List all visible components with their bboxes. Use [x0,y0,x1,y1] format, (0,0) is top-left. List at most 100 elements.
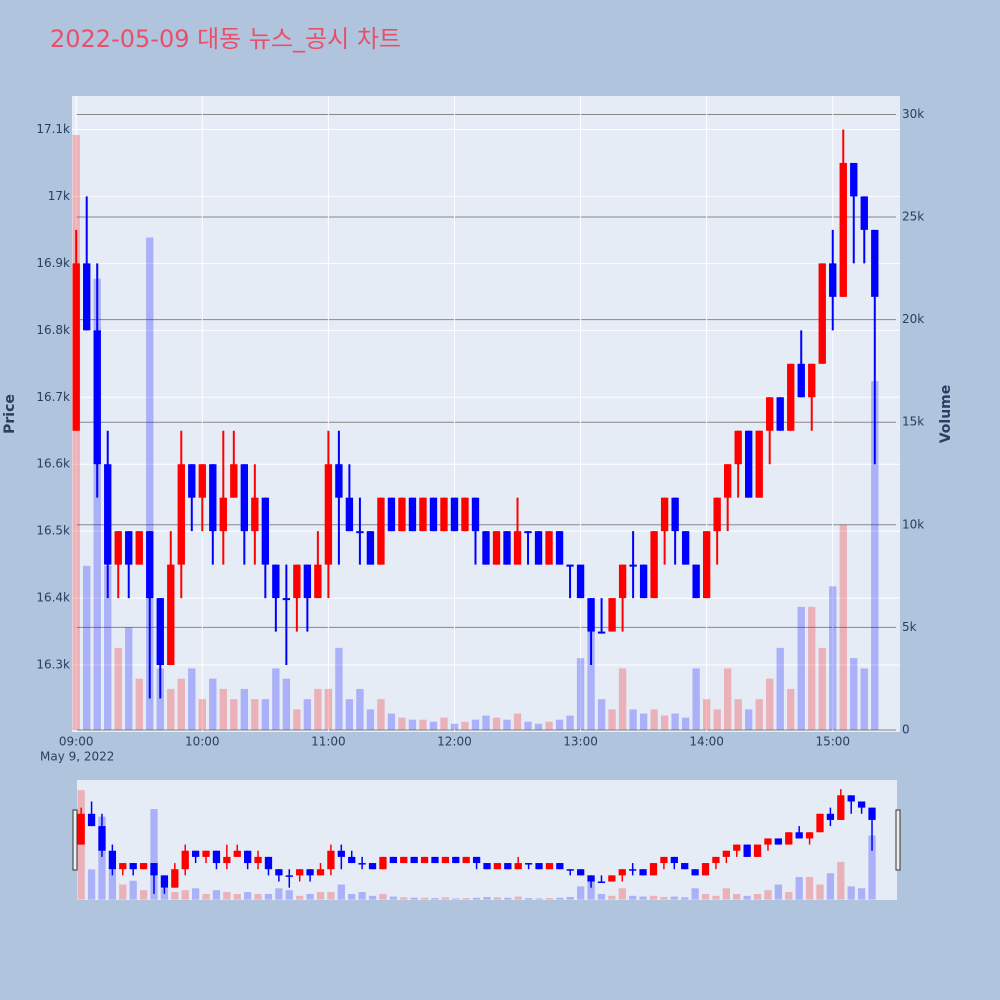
slider-candle-body [400,856,408,864]
volume-bar [272,668,280,730]
volume-bar [681,717,690,730]
volume-bar [566,715,574,730]
slider-volume-bar [441,897,450,900]
x-tick-label: 15:00 [815,735,850,749]
slider-candle-body [191,850,200,857]
slider-candle-body [587,875,595,882]
y-tick-label: 16.9k [36,256,70,270]
candle-body [282,598,291,601]
volume-bar [83,565,91,730]
slider-candle-body [577,869,585,876]
volume-bar [618,668,627,730]
slider-candle-body [608,875,616,882]
x-tick-label: 14:00 [689,735,724,749]
slider-volume-bar [816,884,824,900]
slider-candle-body [212,850,221,864]
candle-body [776,397,784,431]
slider-candle-body [431,856,439,864]
range-handle[interactable] [895,809,901,871]
slider-candle-body [639,869,647,876]
volume-bar [230,699,238,730]
candle-body [303,564,312,599]
x-tick-label: 10:00 [185,735,220,749]
candle-body [871,229,879,297]
slider-volume-bar [119,884,127,900]
candle-body [209,464,217,532]
volume-bar [787,688,795,730]
slider-candle-body [306,869,314,876]
slider-volume-bar [660,896,668,900]
candle-body [787,363,795,431]
x-tick-label: 13:00 [563,735,598,749]
slider-candle-body [826,813,835,820]
range-handle[interactable] [72,809,78,871]
slider-volume-bar [639,896,647,900]
slider-volume-bar [577,886,585,900]
volume-bar [440,717,448,730]
slider-candle-body [618,869,626,876]
candle-body [745,430,753,498]
volume-bar [387,713,396,730]
x-tick-label: 09:00 [59,735,94,749]
volume-bar [177,678,185,730]
range-slider[interactable] [77,780,897,900]
volume-bar [755,699,763,730]
candle-body [797,363,805,398]
slider-candle-body [660,856,668,864]
slider-candle-body [722,850,730,857]
slider-volume-bar [160,888,169,900]
slider-candle-body [691,869,699,876]
slider-candle-body [597,881,606,884]
slider-candle-body [868,807,876,820]
slider-candle-body [441,856,450,864]
volume-bar [671,713,679,730]
candle-body [513,531,522,565]
slider-volume-bar [545,898,554,900]
volume-bar [461,721,469,730]
volume-bar [324,688,333,730]
candle-body [587,598,595,632]
slider-volume-bar [587,880,595,900]
slider-volume-bar [233,893,241,900]
candle-body [251,497,259,532]
candle-body [408,497,417,532]
slider-volume-bar [379,893,387,900]
slider-candle-body [150,863,158,876]
volume-bar [608,709,616,730]
slider-volume-bar [389,896,397,900]
slider-candle-body [847,795,855,802]
volume-bar [555,719,564,730]
slider-volume-bar [296,895,304,900]
slider-volume-bar [670,896,678,900]
slider-candle-body [545,863,554,870]
slider-volume-bar [223,892,231,900]
candle-body [450,497,459,532]
candle-body [660,497,669,532]
volume-bar [766,678,774,730]
slider-volume-bar [795,876,803,900]
slider-volume-bar [316,892,325,900]
volume-bar [482,715,490,730]
volume-bar [167,688,175,730]
y-tick-label: 16.6k [36,457,70,471]
x-tick-label: 12:00 [437,735,472,749]
volume-bar [471,719,480,730]
volume-bar [366,709,375,730]
candle-body [377,497,385,565]
slider-volume-bar [431,898,439,900]
volume-bar [356,688,364,730]
candle-body [293,564,301,599]
slider-volume-bar [275,888,283,900]
volume-bar [419,719,427,730]
volume-bar [639,713,648,730]
slider-candle-body [452,856,460,864]
y-axis-title: Price [2,394,18,434]
candle-body [850,162,858,197]
slider-candle-body [857,801,866,808]
slider-volume-bar [618,888,626,900]
slider-candle-body [629,869,637,871]
slider-candle-body [129,863,137,870]
slider-volume-bar [712,895,720,900]
volume-bar [871,381,879,730]
slider-volume-bar [805,876,814,900]
